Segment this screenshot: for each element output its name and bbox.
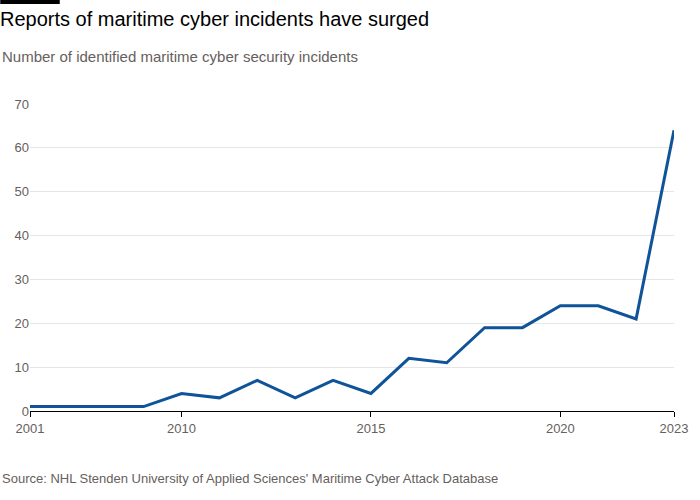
svg-text:20: 20 [15,316,29,331]
svg-text:2010: 2010 [167,421,196,436]
svg-text:40: 40 [15,228,29,243]
svg-text:30: 30 [15,272,29,287]
svg-text:Source: NHL Stenden University: Source: NHL Stenden University of Applie… [2,471,498,486]
svg-text:Number of identified maritime: Number of identified maritime cyber secu… [2,48,358,65]
svg-text:70: 70 [15,97,29,112]
svg-text:2020: 2020 [546,421,575,436]
svg-text:2023: 2023 [660,421,689,436]
svg-text:60: 60 [15,140,29,155]
svg-text:50: 50 [15,184,29,199]
svg-text:0: 0 [22,404,29,419]
svg-text:2015: 2015 [356,421,385,436]
svg-text:10: 10 [15,360,29,375]
svg-text:2001: 2001 [16,421,45,436]
svg-text:Reports of maritime cyber inci: Reports of maritime cyber incidents have… [0,8,429,30]
